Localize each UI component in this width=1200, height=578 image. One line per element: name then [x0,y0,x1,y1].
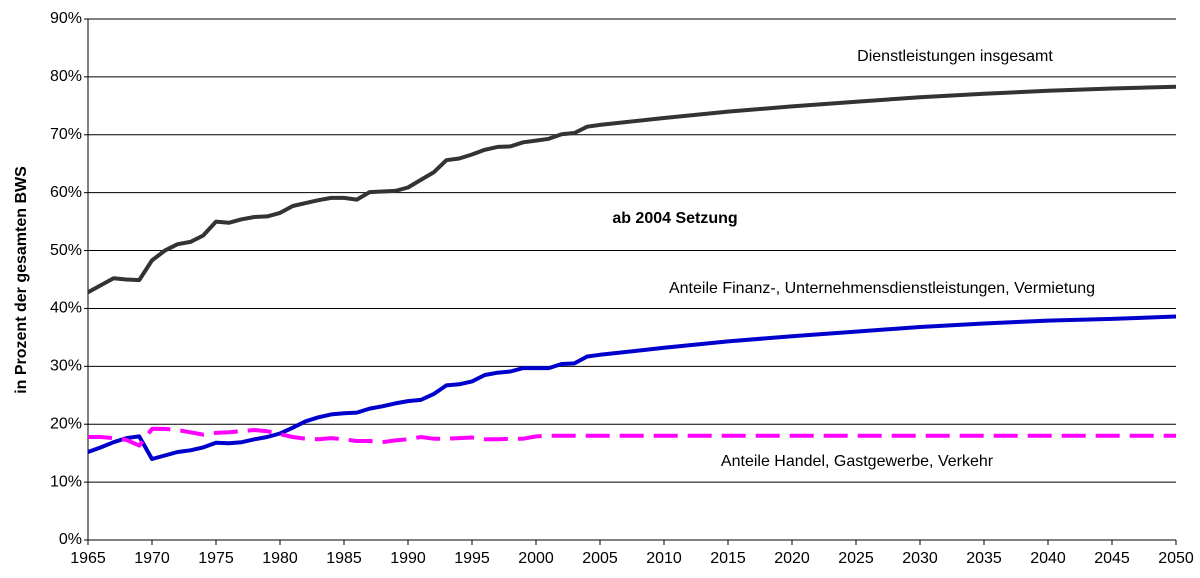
x-tick-label: 2040 [1030,550,1066,567]
y-tick-label: 50% [50,242,82,259]
annotation: Anteile Handel, Gastgewerbe, Verkehr [721,453,994,470]
x-tick-label: 1990 [390,550,426,567]
y-tick-label: 70% [50,126,82,143]
y-tick-label: 30% [50,358,82,375]
x-tick-label: 1980 [262,550,298,567]
series-line [87,314,1177,461]
x-tick-label: 2035 [966,550,1002,567]
y-tick-label: 60% [50,184,82,201]
x-tick-label: 2015 [710,550,746,567]
y-tick-label: 80% [50,68,82,85]
x-tick-label: 2025 [838,550,874,567]
x-tick-label: 2005 [582,550,618,567]
series-line [88,426,1176,448]
annotation: ab 2004 Setzung [612,210,737,227]
x-tick-label: 2000 [518,550,554,567]
x-tick-label: 2020 [774,550,810,567]
x-tick-label: 1970 [134,550,170,567]
x-tick-label: 1965 [70,550,106,567]
x-tick-label: 1975 [198,550,234,567]
x-tick-label: 1995 [454,550,490,567]
x-tick-label: 2045 [1094,550,1130,567]
x-tick-label: 2050 [1158,550,1194,567]
y-axis-label: in Prozent der gesamten BWS [13,166,30,394]
x-tick-label: 1985 [326,550,362,567]
series-line [87,84,1177,294]
y-tick-label: 0% [59,531,82,548]
x-tick-label: 2010 [646,550,682,567]
y-tick-label: 90% [50,10,82,27]
annotation: Dienstleistungen insgesamt [857,48,1053,65]
annotation: Anteile Finanz-, Unternehmensdienstleist… [669,280,1095,297]
y-tick-label: 20% [50,415,82,432]
x-tick-label: 2030 [902,550,938,567]
y-tick-label: 10% [50,473,82,490]
y-tick-label: 40% [50,300,82,317]
